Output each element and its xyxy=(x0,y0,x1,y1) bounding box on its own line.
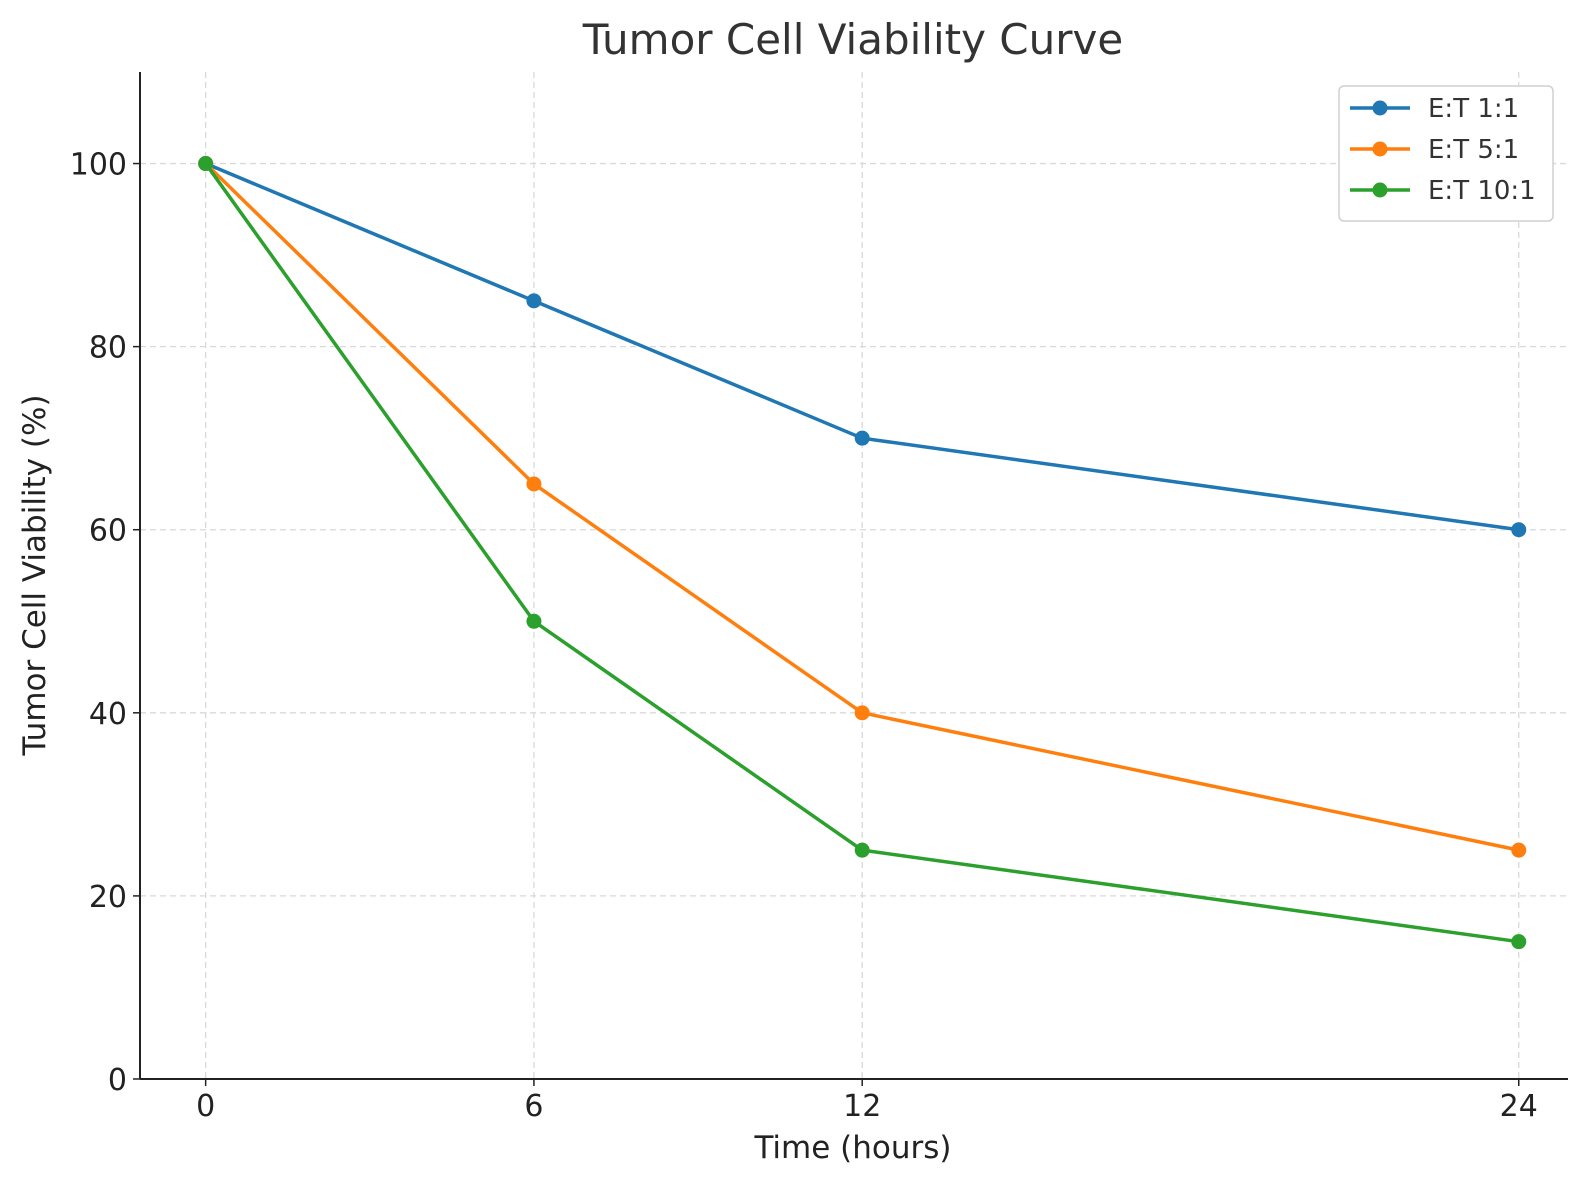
series-line xyxy=(204,161,1520,532)
y-tick-label: 20 xyxy=(89,880,127,915)
series-line xyxy=(204,162,1520,944)
x-tick-label: 0 xyxy=(196,1089,215,1124)
grid xyxy=(140,72,1568,1079)
data-point xyxy=(526,476,542,492)
y-tick-label: 40 xyxy=(89,697,127,732)
series-group xyxy=(198,156,1527,950)
x-tick-label: 12 xyxy=(843,1089,881,1124)
legend-marker xyxy=(1372,100,1388,116)
legend-label: E:T 1:1 xyxy=(1428,94,1519,124)
legend-marker xyxy=(1372,182,1388,198)
y-axis-ticks: 0 20 40 60 80 100 xyxy=(70,148,140,1098)
data-point xyxy=(1511,842,1527,858)
series-line xyxy=(204,162,1520,852)
data-point xyxy=(198,156,214,172)
data-point xyxy=(1511,522,1527,538)
x-axis-label: Time (hours) xyxy=(753,1130,951,1166)
data-point xyxy=(854,705,870,721)
chart-title: Tumor Cell Viability Curve xyxy=(582,15,1123,64)
legend-box xyxy=(1338,85,1554,222)
x-axis-ticks: 0 6 12 24 xyxy=(196,1079,1538,1124)
y-tick-label: 0 xyxy=(108,1063,127,1098)
data-point xyxy=(526,293,542,309)
legend-items: E:T 1:1 E:T 5:1 E:T 10:1 xyxy=(1350,94,1536,206)
axes xyxy=(139,72,1568,1080)
data-point xyxy=(1511,934,1527,950)
legend-marker xyxy=(1372,141,1388,157)
legend-label: E:T 5:1 xyxy=(1428,135,1519,165)
data-point xyxy=(854,842,870,858)
legend-entry: E:T 10:1 xyxy=(1350,176,1536,206)
legend: E:T 1:1 E:T 5:1 E:T 10:1 xyxy=(1338,85,1554,222)
x-tick-label: 6 xyxy=(524,1089,543,1124)
y-tick-label: 80 xyxy=(89,331,127,366)
y-tick-label: 100 xyxy=(70,148,127,183)
legend-label: E:T 10:1 xyxy=(1428,176,1536,206)
y-tick-label: 60 xyxy=(89,514,127,549)
legend-entry: E:T 1:1 xyxy=(1350,94,1519,124)
y-axis-label: Tumor Cell Viability (%) xyxy=(17,394,53,756)
series-3 xyxy=(198,156,1527,950)
data-point xyxy=(526,613,542,629)
data-point xyxy=(854,430,870,446)
x-tick-label: 24 xyxy=(1500,1089,1538,1124)
legend-entry: E:T 5:1 xyxy=(1350,135,1519,165)
